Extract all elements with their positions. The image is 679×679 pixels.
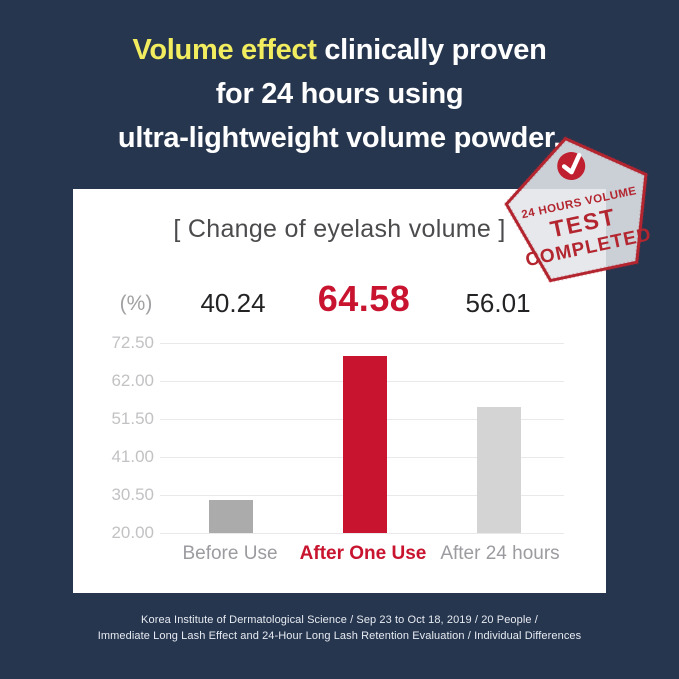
plot-area <box>160 343 564 534</box>
y-tick: 62.00 <box>111 371 154 390</box>
stamp-grain-border <box>503 136 649 284</box>
bar-after-24-hours <box>477 407 521 533</box>
y-tick: 30.50 <box>111 485 154 504</box>
headline-highlight: Volume effect <box>132 34 317 66</box>
stamp-pentagon <box>504 137 648 283</box>
category-label-before-use: Before Use <box>182 543 278 564</box>
y-tick: 20.00 <box>111 523 154 542</box>
checkmark-icon <box>561 152 582 175</box>
gridline <box>160 343 564 344</box>
unit-label: (%) <box>119 292 153 315</box>
category-label-after-24-hours: After 24 hours <box>440 543 560 564</box>
headline-line-1-rest: clinically proven <box>316 34 547 66</box>
headline-line-3: ultra-lightweight volume powder. <box>117 122 562 154</box>
category-label-after-one-use: After One Use <box>299 543 427 564</box>
bar-after-one-use <box>343 356 387 533</box>
bar-before-use <box>209 500 253 533</box>
value-label-after-24-hours: 56.01 <box>465 288 531 318</box>
y-tick: 51.50 <box>111 409 154 428</box>
test-completed-stamp: 24 HOURS VOLUME TEST COMPLETED <box>503 136 654 284</box>
footnote-line-1: Korea Institute of Dermatological Scienc… <box>141 614 538 626</box>
y-tick: 41.00 <box>111 447 154 466</box>
value-label-before-use: 40.24 <box>200 288 266 318</box>
chart-card: [ Change of eyelash volume ] (%) 40.24 6… <box>73 189 606 593</box>
footnote: Korea Institute of Dermatological Scienc… <box>0 612 679 644</box>
headline-line-1: Volume effect clinically proven <box>0 28 679 72</box>
y-tick: 72.50 <box>111 333 154 352</box>
headline: Volume effect clinically proven for 24 h… <box>0 28 679 160</box>
footnote-line-2: Immediate Long Lash Effect and 24-Hour L… <box>97 630 582 642</box>
chart-title: [ Change of eyelash volume ] <box>173 215 506 243</box>
value-label-after-one-use: 64.58 <box>317 278 411 319</box>
gridline <box>160 533 564 534</box>
headline-line-2: for 24 hours using <box>215 78 464 110</box>
